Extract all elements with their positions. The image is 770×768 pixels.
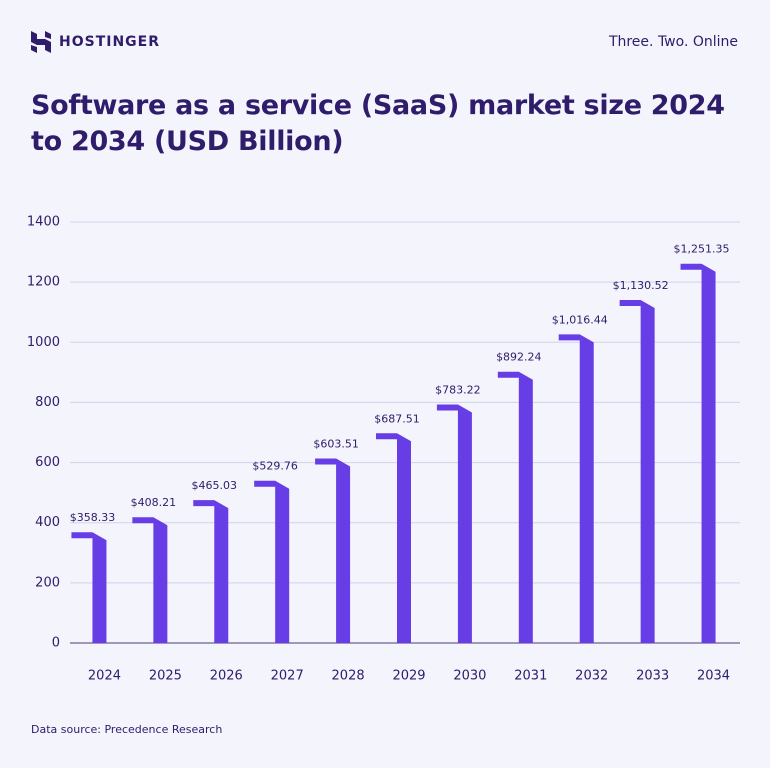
value-label: $1,251.35 bbox=[674, 243, 730, 256]
bar bbox=[436, 404, 472, 643]
tagline: Three. Two. Online bbox=[608, 34, 738, 50]
x-tick-label: 2033 bbox=[636, 669, 669, 684]
value-label: $465.03 bbox=[192, 479, 238, 492]
chart-title: Software as a service (SaaS) market size… bbox=[31, 90, 725, 157]
value-label: $358.33 bbox=[70, 511, 116, 524]
bar bbox=[254, 480, 290, 643]
brand: HOSTINGER bbox=[59, 34, 161, 50]
x-tick-label: 2026 bbox=[210, 669, 243, 684]
y-tick-label: 1000 bbox=[27, 335, 60, 350]
bar bbox=[619, 300, 655, 643]
source-note: Data source: Precedence Research bbox=[31, 723, 223, 736]
value-label: $687.51 bbox=[374, 412, 420, 425]
value-label: $408.21 bbox=[131, 496, 177, 509]
y-tick-label: 1400 bbox=[27, 215, 60, 230]
value-label: $783.22 bbox=[435, 383, 481, 396]
value-label: $1,130.52 bbox=[613, 279, 669, 292]
value-label: $529.76 bbox=[252, 460, 298, 473]
bar bbox=[315, 458, 351, 643]
value-label: $603.51 bbox=[313, 438, 359, 451]
x-tick-label: 2032 bbox=[575, 669, 608, 684]
y-tick-label: 400 bbox=[35, 515, 60, 530]
x-tick-label: 2027 bbox=[271, 669, 304, 684]
y-tick-label: 1200 bbox=[27, 275, 60, 290]
logo bbox=[31, 31, 51, 53]
value-label: $1,016.44 bbox=[552, 313, 608, 326]
x-tick-label: 2024 bbox=[88, 669, 121, 684]
value-label: $892.24 bbox=[496, 351, 542, 364]
x-tick-label: 2029 bbox=[392, 669, 425, 684]
x-tick-label: 2034 bbox=[697, 669, 730, 684]
x-tick-label: 2028 bbox=[332, 669, 365, 684]
bar bbox=[680, 263, 716, 643]
bar bbox=[132, 517, 168, 643]
y-tick-label: 200 bbox=[35, 575, 60, 590]
y-tick-label: 0 bbox=[52, 636, 60, 651]
y-tick-label: 600 bbox=[35, 455, 60, 470]
x-tick-label: 2031 bbox=[514, 669, 547, 684]
bar bbox=[376, 433, 411, 643]
x-tick-label: 2025 bbox=[149, 669, 182, 684]
bar bbox=[193, 500, 229, 643]
bar bbox=[558, 334, 594, 643]
bar bbox=[71, 532, 107, 643]
bar bbox=[497, 371, 533, 643]
y-tick-label: 800 bbox=[35, 395, 60, 410]
x-tick-label: 2030 bbox=[453, 669, 486, 684]
